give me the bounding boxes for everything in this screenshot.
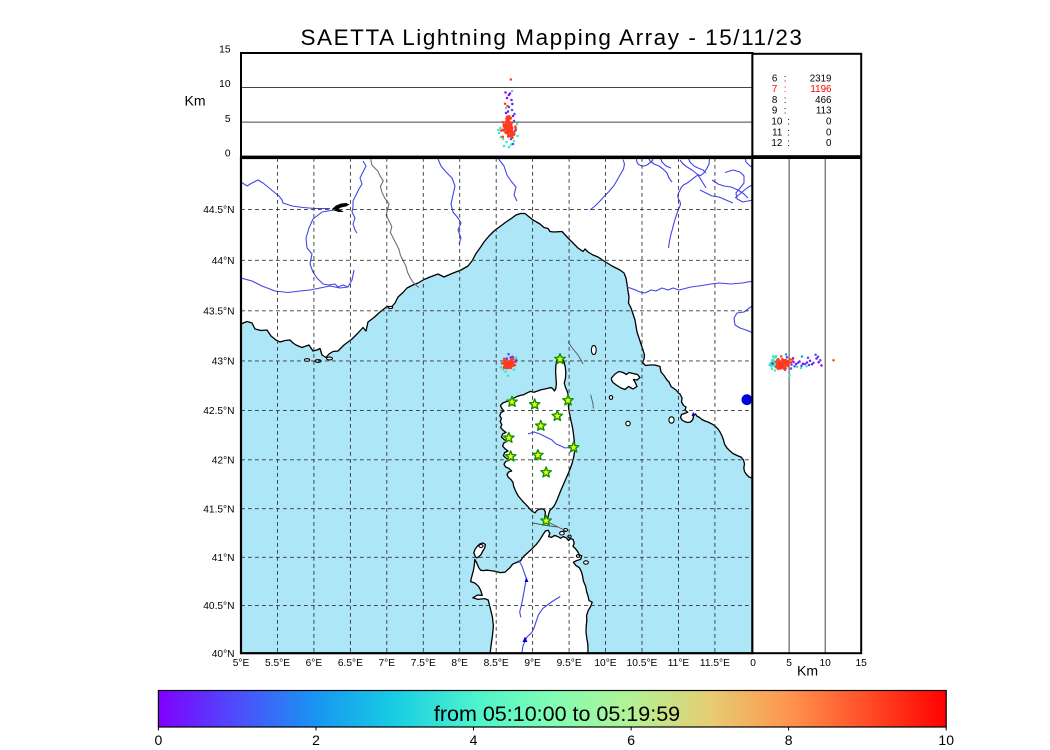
svg-text:9°E: 9°E	[524, 658, 541, 669]
svg-text:40.5°N: 40.5°N	[203, 601, 234, 612]
svg-text:10: 10	[771, 117, 782, 128]
svg-text:15: 15	[856, 658, 868, 669]
svg-text::: :	[784, 106, 787, 117]
svg-text:8: 8	[785, 732, 793, 748]
svg-text:15: 15	[219, 45, 231, 56]
svg-text:2: 2	[312, 732, 320, 748]
svg-text::: :	[784, 95, 787, 106]
svg-text:8.5°E: 8.5°E	[484, 658, 509, 669]
svg-text:10°E: 10°E	[594, 658, 616, 669]
svg-text:0: 0	[225, 148, 231, 159]
svg-text:10: 10	[219, 79, 231, 90]
svg-text:43.5°N: 43.5°N	[203, 306, 234, 317]
svg-text:SAETTA Lightning Mapping Array: SAETTA Lightning Mapping Array - 15/11/2…	[301, 25, 804, 50]
svg-text:5°E: 5°E	[233, 658, 250, 669]
svg-text:10: 10	[820, 658, 832, 669]
svg-text:6°E: 6°E	[306, 658, 323, 669]
svg-text::: :	[787, 138, 790, 149]
svg-text:6: 6	[772, 73, 778, 84]
svg-text:466: 466	[815, 95, 832, 106]
svg-text:2319: 2319	[810, 73, 832, 84]
svg-text:41°N: 41°N	[212, 553, 235, 564]
svg-text:7.5°E: 7.5°E	[411, 658, 436, 669]
svg-text:7: 7	[772, 84, 777, 95]
svg-text::: :	[787, 117, 790, 128]
svg-text:0: 0	[155, 732, 163, 748]
svg-text:11°E: 11°E	[668, 658, 690, 669]
svg-text:9.5°E: 9.5°E	[557, 658, 582, 669]
svg-text:0: 0	[826, 127, 832, 138]
svg-text:6.5°E: 6.5°E	[338, 658, 363, 669]
svg-text::: :	[784, 84, 787, 95]
svg-text:41.5°N: 41.5°N	[203, 504, 234, 515]
svg-text:5.5°E: 5.5°E	[265, 658, 290, 669]
svg-text:10.5°E: 10.5°E	[627, 658, 658, 669]
svg-text:8°E: 8°E	[451, 658, 468, 669]
svg-text:42°N: 42°N	[212, 455, 235, 466]
svg-text:42.5°N: 42.5°N	[203, 406, 234, 417]
svg-text:11: 11	[772, 127, 782, 138]
svg-text:10: 10	[938, 732, 954, 748]
svg-text:44.5°N: 44.5°N	[203, 205, 234, 216]
svg-text::: :	[784, 73, 787, 84]
svg-text:5: 5	[225, 114, 231, 125]
svg-text:40°N: 40°N	[212, 649, 235, 660]
svg-text:Km: Km	[185, 93, 206, 109]
svg-text:Km: Km	[797, 663, 818, 679]
svg-text:9: 9	[772, 106, 777, 117]
svg-text:113: 113	[816, 106, 832, 117]
svg-text:5: 5	[786, 658, 792, 669]
svg-text:4: 4	[470, 732, 478, 748]
svg-text:1196: 1196	[810, 84, 832, 95]
svg-text:6: 6	[627, 732, 635, 748]
svg-text:8: 8	[772, 95, 778, 106]
svg-text:43°N: 43°N	[212, 357, 235, 368]
svg-text:12: 12	[771, 138, 782, 149]
svg-text:0: 0	[750, 658, 756, 669]
svg-text:0: 0	[826, 117, 832, 128]
svg-text::: :	[787, 127, 790, 138]
svg-text:0: 0	[826, 138, 832, 149]
svg-text:7°E: 7°E	[379, 658, 396, 669]
svg-text:11.5°E: 11.5°E	[700, 658, 730, 669]
svg-text:from 05:10:00 to 05:19:59: from 05:10:00 to 05:19:59	[434, 702, 680, 726]
svg-text:44°N: 44°N	[212, 256, 235, 267]
